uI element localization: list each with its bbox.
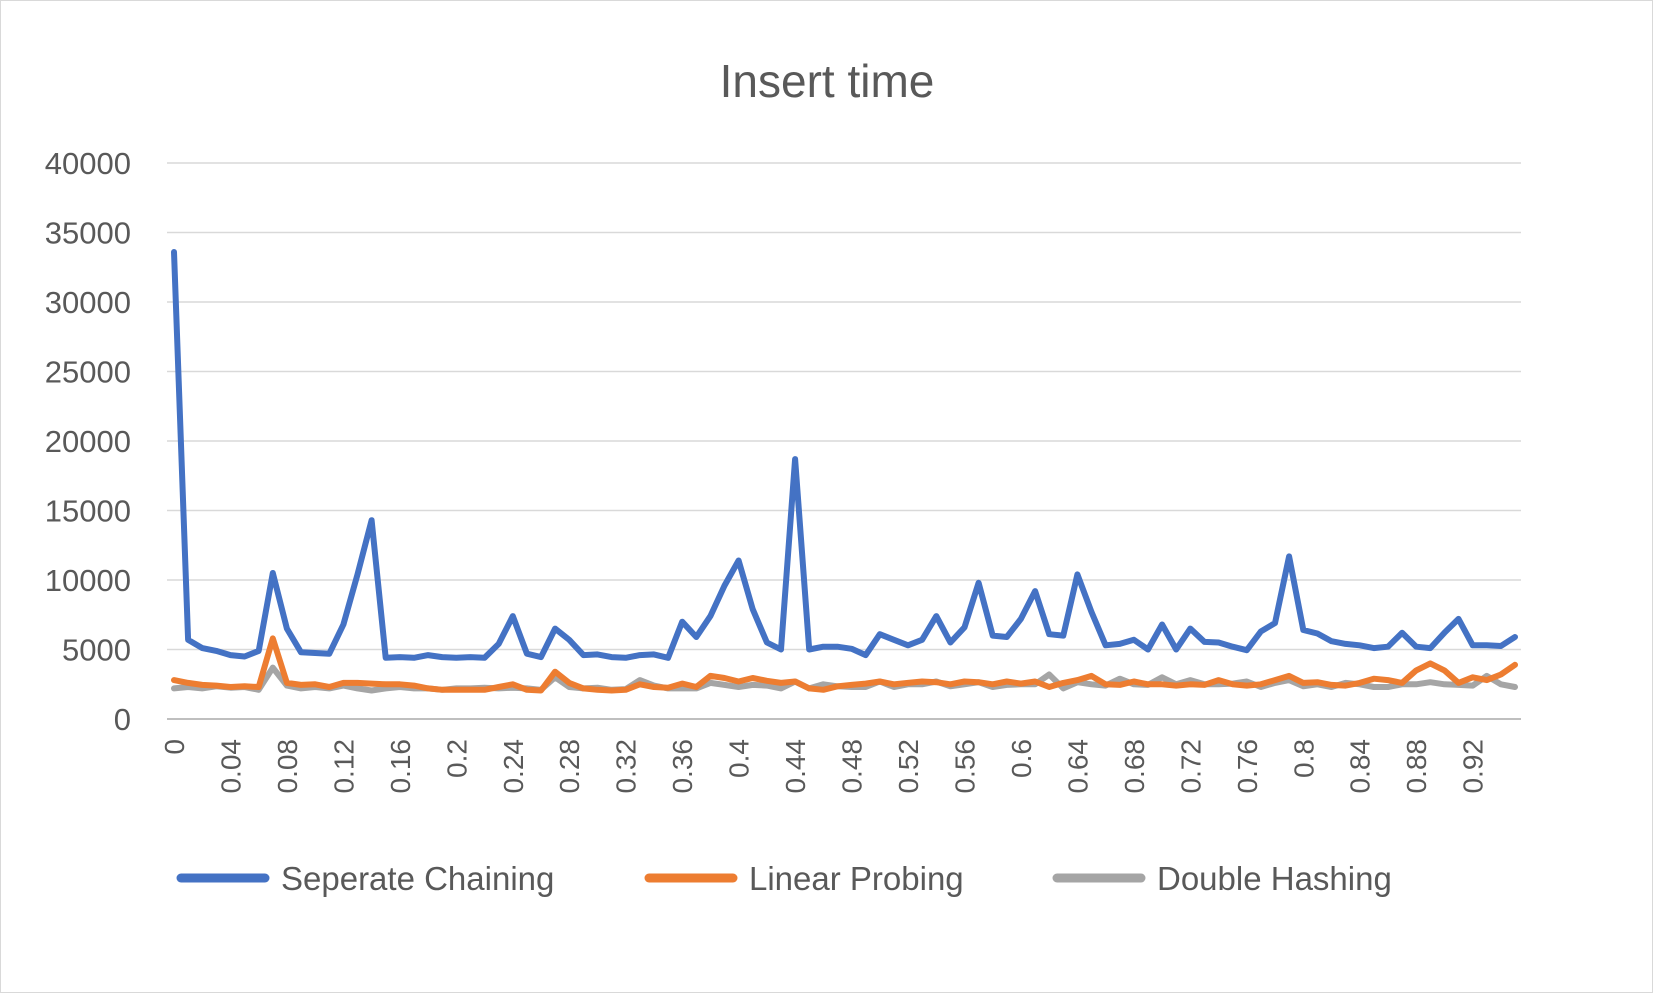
x-tick-label: 0.32 (611, 739, 642, 794)
x-tick-label: 0 (159, 739, 190, 755)
series-lines (171, 249, 1518, 694)
gridlines (167, 162, 1521, 720)
x-tick-label: 0.52 (893, 739, 924, 794)
x-tick-label: 0.12 (328, 739, 359, 794)
x-tick-label: 0.92 (1458, 739, 1489, 794)
x-tick-label: 0.76 (1232, 739, 1263, 794)
legend-seperate-chaining-label: Seperate Chaining (281, 860, 554, 897)
series-line-seperate-chaining (171, 249, 1518, 661)
x-tick-label: 0.24 (498, 739, 529, 794)
x-tick-label: 0.56 (949, 739, 980, 794)
x-tick-label: 0.4 (724, 739, 755, 778)
x-tick-label: 0.6 (1006, 739, 1037, 778)
x-tick-label: 0.8 (1288, 739, 1319, 778)
y-tick-label: 20000 (45, 424, 131, 459)
x-tick-label: 0.72 (1175, 739, 1206, 794)
x-tick-label: 0.04 (215, 739, 246, 794)
x-tick-label: 0.36 (667, 739, 698, 794)
y-tick-label: 30000 (45, 285, 131, 320)
x-tick-label: 0.48 (837, 739, 868, 794)
x-tick-label: 0.44 (780, 739, 811, 794)
y-tick-label: 25000 (45, 355, 131, 390)
y-tick-label: 5000 (62, 633, 131, 668)
y-tick-label: 10000 (45, 563, 131, 598)
x-tick-label: 0.28 (554, 739, 585, 794)
legend: Seperate Chaining Linear Probing Double Ha… (176, 860, 1392, 897)
x-tick-label: 0.2 (441, 739, 472, 778)
x-tick-label: 0.84 (1345, 739, 1376, 794)
legend-double-hashing-label: Double Hashing (1157, 860, 1392, 897)
chart-title: Insert time (720, 55, 935, 107)
x-tick-label: 0.08 (272, 739, 303, 794)
x-tick-label: 0.64 (1062, 739, 1093, 794)
x-tick-label: 0.68 (1119, 739, 1150, 794)
y-tick-label: 35000 (45, 216, 131, 251)
y-axis-ticks: 0 5000 10000 15000 20000 25000 30000 35000 40000 (45, 146, 131, 737)
x-axis-ticks: 0 0.04 0.08 0.12 0.16 0.2 0.24 0.28 0.32 0.36 0.4 0… (159, 739, 1489, 794)
series-line-linear-probing (171, 635, 1518, 694)
y-tick-label: 40000 (45, 146, 131, 181)
x-tick-label: 0.16 (385, 739, 416, 794)
y-tick-label: 15000 (45, 494, 131, 529)
y-tick-label: 0 (114, 702, 131, 737)
x-tick-label: 0.88 (1401, 739, 1432, 794)
legend-linear-probing-label: Linear Probing (749, 860, 964, 897)
